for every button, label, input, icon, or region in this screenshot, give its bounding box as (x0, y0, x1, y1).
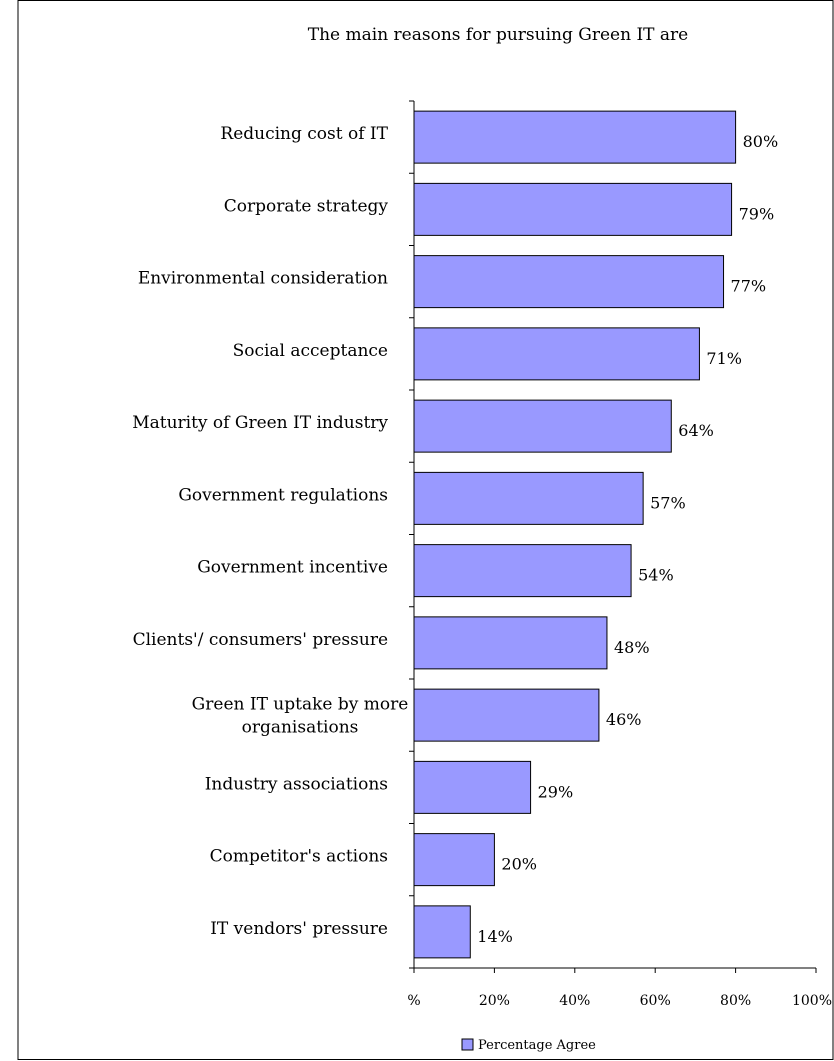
label-layer: 80% Reducing cost of IT 79% Corporate strat… (132, 124, 778, 946)
bar (413, 688, 600, 742)
category-label: Corporate strategy (224, 196, 389, 216)
x-tick-label: 20% (479, 993, 510, 1009)
bar-value-label: 54% (638, 566, 674, 585)
x-tick-label: 100% (792, 993, 832, 1009)
bar-value-label: 80% (743, 132, 779, 151)
axis-layer: % 20% 40% 60% 80% 100% (407, 100, 832, 1009)
bar-value-label: 14% (477, 927, 513, 946)
bar-layer (413, 110, 737, 959)
bar (413, 110, 737, 164)
bar-value-label: 29% (538, 782, 574, 801)
bar (413, 833, 495, 887)
category-label: Competitor's actions (210, 847, 388, 867)
bar (413, 182, 733, 236)
category-label: Reducing cost of IT (220, 124, 388, 144)
chart-title: The main reasons for pursuing Green IT a… (308, 25, 688, 45)
legend-swatch (461, 1038, 474, 1051)
legend: Percentage Agree (461, 1038, 596, 1053)
bar (413, 544, 632, 598)
bar-value-label: 79% (739, 204, 775, 223)
category-label: IT vendors' pressure (210, 919, 388, 939)
category-label: Industry associations (205, 774, 388, 794)
category-label: Maturity of Green IT industry (132, 413, 388, 433)
bar (413, 327, 700, 381)
bar (413, 255, 725, 309)
category-label: Government regulations (178, 485, 388, 505)
bar-value-label: 57% (650, 493, 686, 512)
category-label: Green IT uptake by more organisations (192, 695, 409, 738)
bar-value-label: 64% (678, 421, 714, 440)
category-label: Social acceptance (233, 341, 388, 361)
x-tick-label: 40% (559, 993, 590, 1009)
bar-value-label: 77% (731, 277, 767, 296)
bar-value-label: 46% (606, 710, 642, 729)
bar (413, 905, 471, 959)
x-tick-label: % (407, 993, 420, 1009)
category-label: Clients'/ consumers' pressure (133, 630, 388, 650)
bar (413, 399, 672, 453)
bar (413, 471, 644, 525)
legend-label: Percentage Agree (478, 1038, 596, 1053)
bar-value-label: 48% (614, 638, 650, 657)
bar (413, 760, 532, 814)
x-tick-label: 80% (720, 993, 751, 1009)
x-tick-label: 60% (640, 993, 671, 1009)
category-label: Environmental consideration (138, 269, 388, 289)
bar (413, 616, 608, 670)
bar-value-label: 71% (706, 349, 742, 368)
category-label: Government incentive (197, 558, 388, 578)
bar-value-label: 20% (501, 855, 537, 874)
